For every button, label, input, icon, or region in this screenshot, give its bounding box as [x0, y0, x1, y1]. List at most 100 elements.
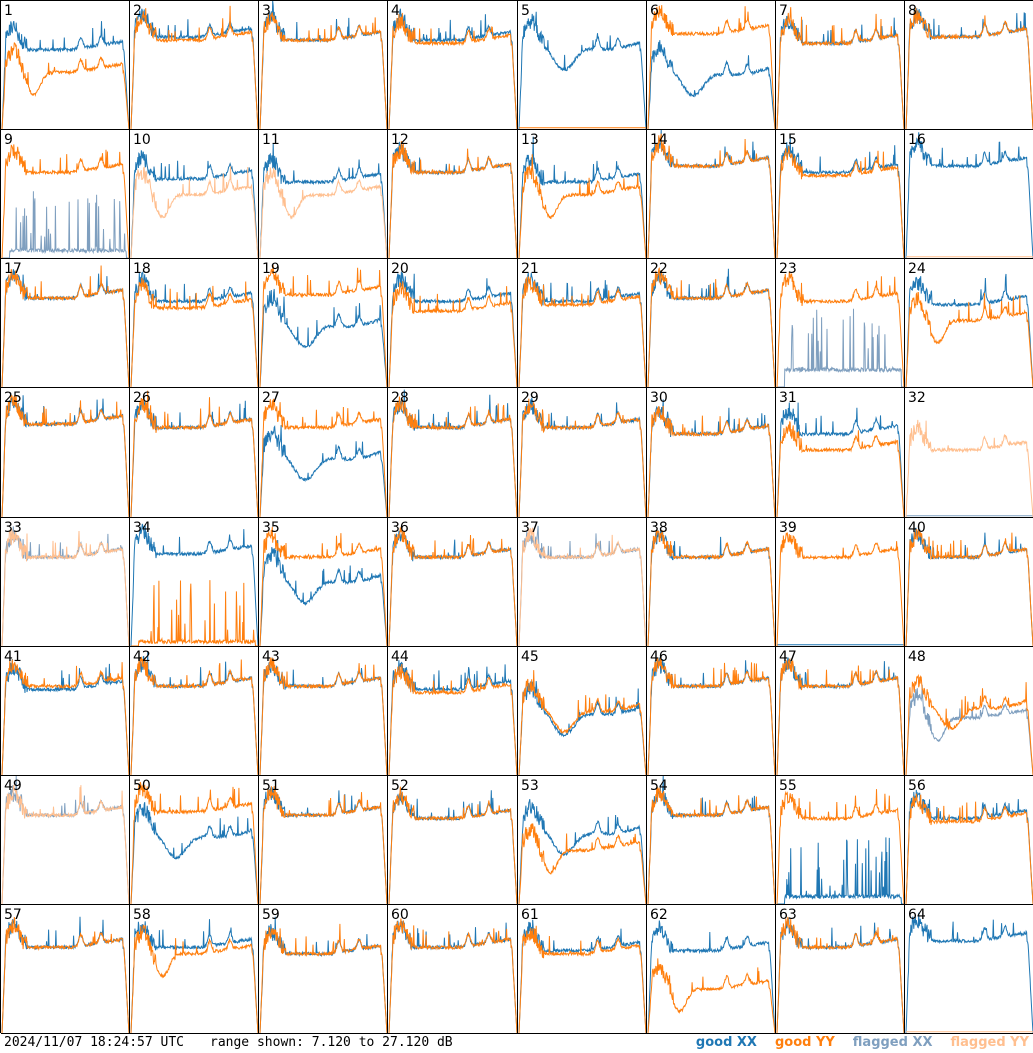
- series-xx-line: [1, 395, 129, 517]
- panel-label: 21: [521, 261, 539, 277]
- series-yy-line: [905, 793, 1033, 904]
- panel-label: 7: [779, 3, 788, 19]
- panel: 29: [518, 388, 647, 518]
- panel-plot: [776, 916, 904, 1033]
- series-xx-line: [647, 776, 775, 904]
- panel-label: 16: [908, 132, 926, 148]
- series-yy-line: [647, 657, 775, 775]
- series-yy-line: [259, 526, 387, 646]
- panel-label: 43: [262, 649, 280, 665]
- series-xx-line: [518, 681, 646, 775]
- series-yy-line: [905, 7, 1033, 129]
- series-xx-line: [130, 802, 258, 904]
- panel: 20: [388, 259, 518, 388]
- series-yy-line: [518, 823, 646, 904]
- panel-label: 31: [779, 390, 797, 406]
- series-yy-line: [388, 140, 517, 258]
- series-yy-line: [905, 291, 1033, 387]
- legend-good-xx: good XX: [695, 1035, 757, 1050]
- panel-label: 12: [391, 132, 409, 148]
- panel-label: 33: [4, 520, 22, 536]
- series-yy-line: [518, 670, 646, 775]
- legend-good-yy: good YY: [774, 1035, 835, 1050]
- panel-label: 35: [262, 520, 280, 536]
- range-readout: range shown: 7.120 to 27.120 dB: [210, 1035, 453, 1050]
- panel-plot: [1, 394, 129, 517]
- panel-plot: [388, 918, 517, 1033]
- panel: 37: [518, 518, 647, 647]
- panel-plot: [518, 919, 646, 1033]
- panel-plot: [518, 272, 646, 387]
- panel-label: 1: [4, 3, 13, 19]
- panel-label: 56: [908, 778, 926, 794]
- panel: 11: [259, 130, 388, 259]
- legend-flagged-xx: flagged XX: [852, 1035, 933, 1050]
- series-yy-line: [259, 398, 387, 517]
- series-yy-line: [647, 267, 775, 387]
- series-yy-line: [1, 784, 129, 904]
- panel-plot: [518, 136, 646, 258]
- series-yy-line: [1, 265, 129, 387]
- panel-label: 41: [4, 649, 22, 665]
- series-xx-line: [259, 288, 387, 387]
- panel: 34: [130, 518, 259, 647]
- panel: 22: [647, 259, 776, 388]
- series-xx-line: [518, 919, 646, 1033]
- series-yy-line: [776, 7, 904, 129]
- panel-plot: [259, 398, 387, 517]
- series-yy-line: [647, 529, 775, 646]
- series-xx-line: [388, 8, 517, 129]
- panel-plot: [259, 657, 387, 775]
- panel-plot: [905, 673, 1033, 775]
- series-yy-line: [388, 396, 517, 517]
- panel-plot: [647, 920, 775, 1033]
- panel-plot: [776, 657, 904, 775]
- series-xx-line: [905, 684, 1033, 775]
- series-yy-line: [647, 787, 775, 904]
- panel: 5: [518, 1, 647, 130]
- panel-label: 37: [521, 520, 539, 536]
- series-xx-line: [1, 776, 129, 904]
- series-yy-line: [131, 580, 258, 646]
- panel: 19: [259, 259, 388, 388]
- panel: 31: [776, 388, 905, 518]
- panel: 32: [905, 388, 1033, 518]
- series-xx-line: [130, 919, 258, 1033]
- panel-label: 30: [650, 390, 668, 406]
- panel: 38: [647, 518, 776, 647]
- panel: 60: [388, 905, 518, 1034]
- panel-label: 54: [650, 778, 668, 794]
- series-yy-line: [776, 532, 904, 646]
- series-yy-line: [130, 5, 258, 129]
- series-yy-line: [388, 281, 517, 387]
- series-yy-line: [905, 419, 1033, 517]
- panel-plot: [776, 532, 904, 646]
- panel-label: 13: [521, 132, 539, 148]
- panel-label: 15: [779, 132, 797, 148]
- panel-label: 27: [262, 390, 280, 406]
- panel: 1: [1, 1, 130, 130]
- series-yy-line: [1, 528, 129, 646]
- series-yy-line: [776, 658, 904, 775]
- series-yy-line: [130, 656, 258, 775]
- series-xx-line: [647, 920, 775, 1033]
- panel-plot: [130, 651, 258, 775]
- panel: 54: [647, 776, 776, 905]
- panel-plot: [647, 657, 775, 775]
- panel-label: 10: [133, 132, 151, 148]
- panel: 17: [1, 259, 130, 388]
- panel-label: 25: [4, 390, 22, 406]
- series-xx-line: [777, 837, 904, 904]
- series-yy-line: [647, 133, 775, 258]
- series-xx-line: [130, 523, 258, 646]
- panel: 52: [388, 776, 518, 905]
- series-xx-line: [259, 142, 387, 258]
- panel-plot: [388, 786, 517, 904]
- series-yy-line: [776, 145, 904, 258]
- panel: 35: [259, 518, 388, 647]
- series-yy-line: [388, 918, 517, 1033]
- panel-label: 45: [521, 649, 539, 665]
- panel-plot: [1, 265, 129, 387]
- panel-plot: [647, 776, 775, 904]
